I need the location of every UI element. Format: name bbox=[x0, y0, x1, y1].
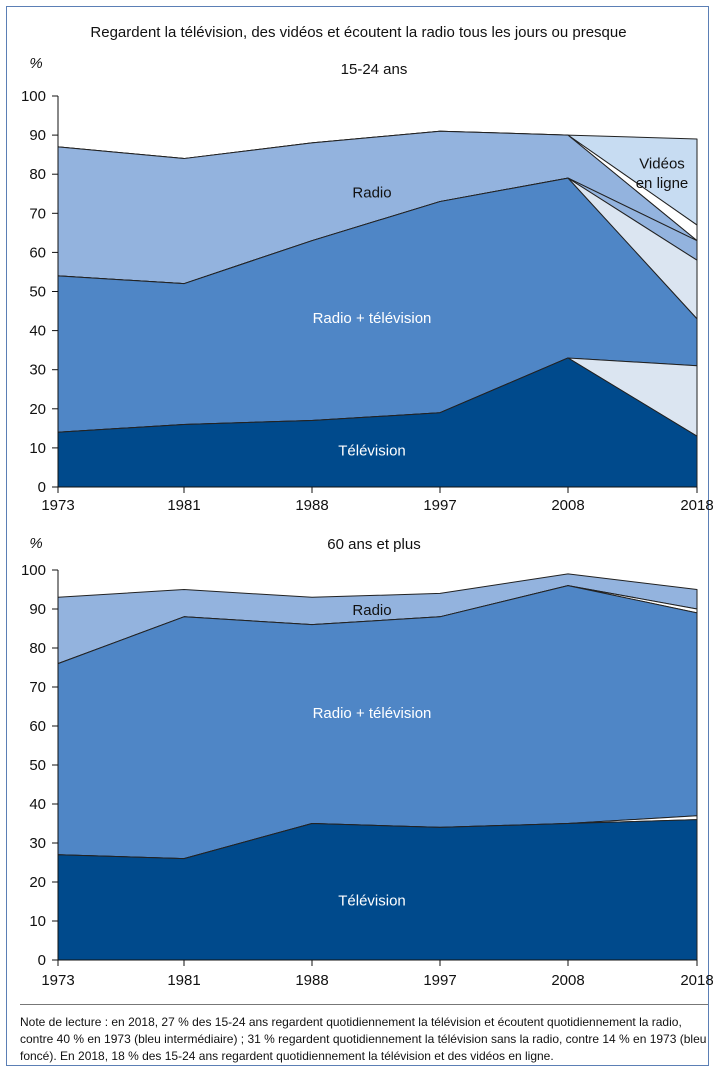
note-divider bbox=[20, 1004, 708, 1005]
chart-title: 15-24 ans bbox=[341, 61, 408, 78]
y-tick-label: 30 bbox=[29, 362, 46, 379]
area-label-videos-line1: Vidéos bbox=[639, 155, 685, 172]
x-tick-label: 1997 bbox=[423, 972, 456, 989]
y-tick-label: 40 bbox=[29, 796, 46, 813]
reading-note: Note de lecture : en 2018, 27 % des 15-2… bbox=[20, 1015, 707, 1063]
x-tick-label: 1973 bbox=[41, 497, 74, 514]
y-tick-label: 70 bbox=[29, 205, 46, 222]
area-label-television: Télévision bbox=[338, 443, 406, 460]
chart-title: 60 ans et plus bbox=[327, 536, 420, 553]
area-label-radio: Radio bbox=[352, 602, 391, 619]
x-tick-label: 2018 bbox=[680, 972, 713, 989]
figure-frame bbox=[6, 6, 709, 1066]
y-tick-label: 90 bbox=[29, 601, 46, 618]
y-tick-label: 20 bbox=[29, 401, 46, 418]
y-tick-label: 30 bbox=[29, 835, 46, 852]
y-axis-unit-label: % bbox=[29, 535, 42, 552]
y-tick-label: 10 bbox=[29, 913, 46, 930]
x-tick-label: 1997 bbox=[423, 497, 456, 514]
y-tick-label: 80 bbox=[29, 640, 46, 657]
x-tick-label: 1981 bbox=[167, 972, 200, 989]
y-tick-label: 90 bbox=[29, 127, 46, 144]
y-tick-label: 60 bbox=[29, 718, 46, 735]
area-label-radio: Radio bbox=[352, 185, 391, 202]
y-tick-label: 50 bbox=[29, 284, 46, 301]
x-tick-label: 2008 bbox=[551, 972, 584, 989]
chart-panel-1: 0 10 20 30 40 50 60 70 80 90 100 1973 1981 1988 1997 20… bbox=[21, 55, 714, 514]
y-tick-label: 70 bbox=[29, 679, 46, 696]
x-tick-label: 1981 bbox=[167, 497, 200, 514]
area-label-radio-television: Radio + télévision bbox=[313, 705, 432, 722]
x-tick-label: 2008 bbox=[551, 497, 584, 514]
y-tick-label: 0 bbox=[38, 952, 46, 969]
area-label-radio-television: Radio + télévision bbox=[313, 310, 432, 327]
x-tick-label: 1988 bbox=[295, 972, 328, 989]
y-tick-label: 10 bbox=[29, 440, 46, 457]
y-tick-label: 0 bbox=[38, 479, 46, 496]
y-tick-label: 100 bbox=[21, 562, 46, 579]
x-tick-label: 1973 bbox=[41, 972, 74, 989]
area-label-television: Télévision bbox=[338, 892, 406, 909]
y-tick-label: 40 bbox=[29, 323, 46, 340]
chart-panel-2: 0 10 20 30 40 50 60 70 80 90 100 1973 1981 1988 1997 20… bbox=[21, 535, 714, 989]
area-label-videos-line2: en ligne bbox=[636, 175, 689, 192]
y-axis-unit-label: % bbox=[29, 55, 42, 72]
x-tick-label: 1988 bbox=[295, 497, 328, 514]
figure-title: Regardent la télévision, des vidéos et é… bbox=[90, 24, 627, 41]
y-tick-label: 50 bbox=[29, 757, 46, 774]
y-tick-label: 20 bbox=[29, 874, 46, 891]
y-tick-label: 60 bbox=[29, 244, 46, 261]
x-tick-label: 2018 bbox=[680, 497, 713, 514]
y-tick-label: 80 bbox=[29, 166, 46, 183]
y-tick-label: 100 bbox=[21, 88, 46, 105]
